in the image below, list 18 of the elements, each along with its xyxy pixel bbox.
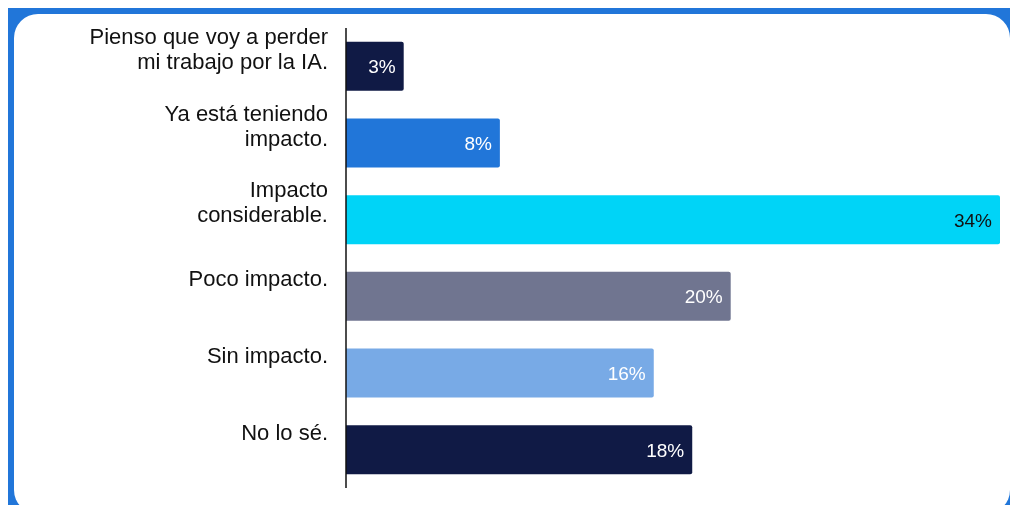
data-label: 20% (684, 286, 723, 308)
bar (346, 425, 693, 475)
data-label: 3% (368, 56, 396, 78)
bar (346, 271, 731, 321)
bar (346, 195, 1000, 245)
data-label: 18% (646, 439, 685, 461)
y-tick-label: Sin impacto. (206, 343, 328, 368)
y-tick-label: Pienso que voy a perder mi trabajo por la IA. (89, 23, 328, 74)
data-label: 16% (607, 362, 646, 384)
y-tick-label: No lo sé. (241, 419, 328, 445)
data-label: 8% (464, 132, 492, 154)
y-tick-label: Impacto considerable. (197, 177, 328, 228)
bar (346, 348, 654, 398)
y-tick-label: Ya está teniendo impacto. (164, 100, 328, 151)
y-tick-label: Poco impacto. (188, 266, 328, 292)
bar (346, 41, 404, 91)
bar (346, 118, 500, 168)
data-label: 34% (953, 209, 993, 231)
